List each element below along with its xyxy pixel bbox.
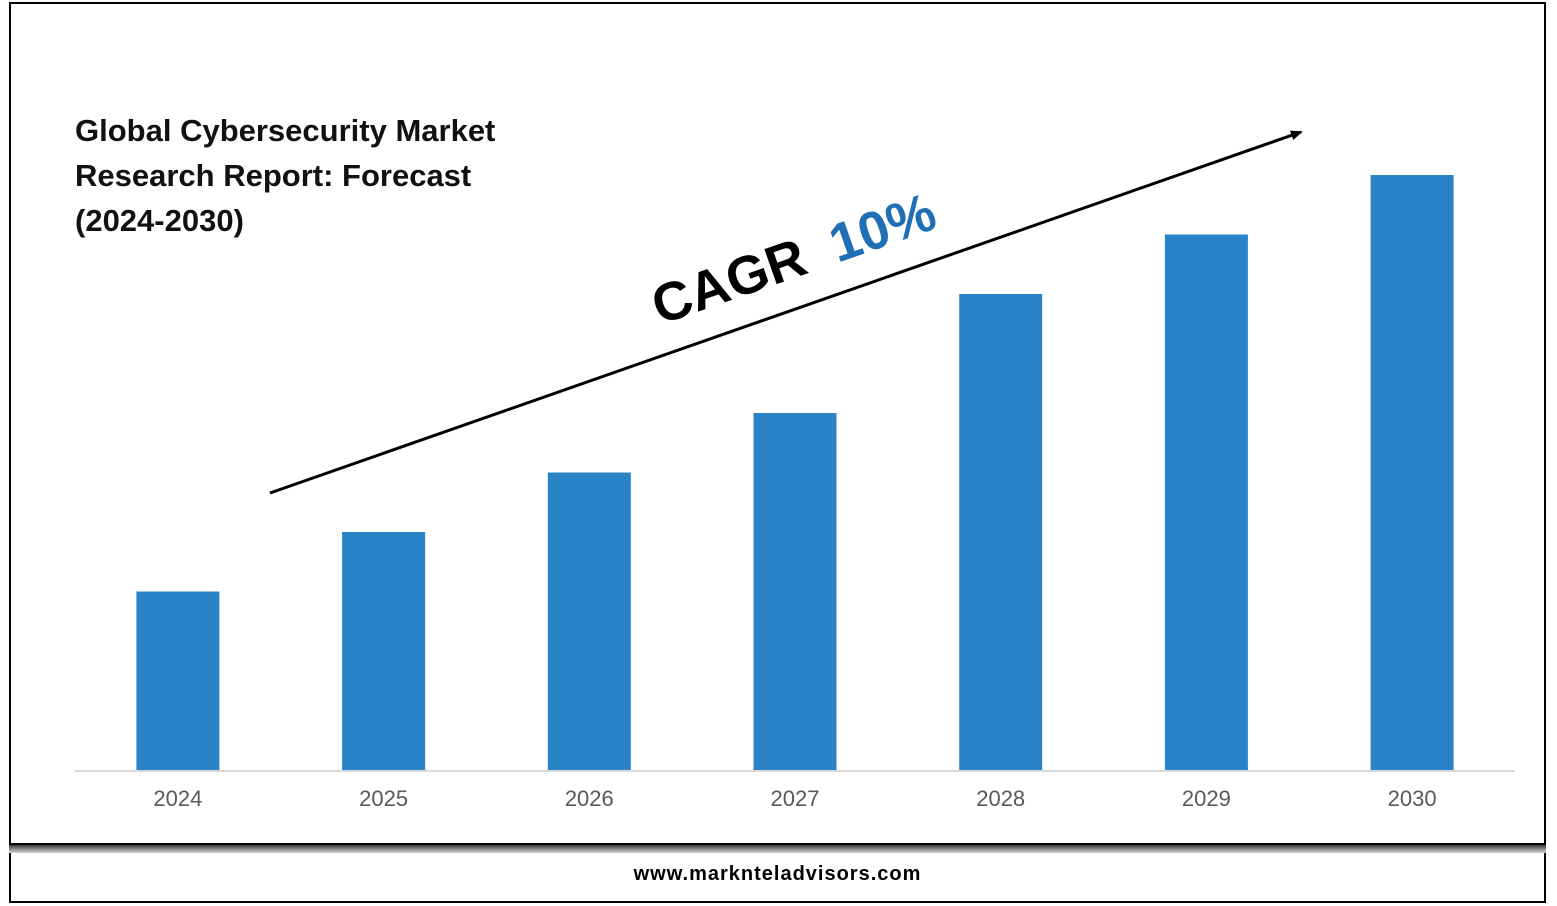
x-tick-label: 2027 [771, 786, 820, 811]
bar-2028 [959, 294, 1043, 770]
x-tick-label: 2026 [565, 786, 614, 811]
cagr-arrow [269, 130, 1303, 495]
cagr-annotation: CAGR 10% [644, 182, 943, 336]
x-tick-label: 2025 [359, 786, 408, 811]
bar-2025 [342, 532, 426, 770]
x-tick-label: 2028 [976, 786, 1025, 811]
bar-2030 [1370, 175, 1454, 770]
footer-url: www.marknteladvisors.com [633, 863, 922, 885]
x-tick-label: 2029 [1182, 786, 1231, 811]
cagr-label: CAGR [644, 227, 814, 336]
footer: www.marknteladvisors.com [9, 853, 1546, 903]
bars-group [136, 175, 1454, 770]
bar-2026 [547, 472, 631, 770]
bar-2029 [1164, 234, 1248, 770]
bar-chart: 2024 2025 2026 2027 2028 2029 2030 CAGR 10% [75, 130, 1515, 811]
chart-title: Global Cybersecurity Market Research Rep… [75, 113, 496, 238]
bar-2024 [136, 591, 220, 770]
x-tick-label: 2030 [1388, 786, 1437, 811]
cagr-value: 10% [822, 182, 944, 274]
x-tick-label: 2024 [153, 786, 202, 811]
footer-divider [9, 845, 1546, 853]
bar-2027 [753, 413, 837, 770]
x-tick-labels: 2024 2025 2026 2027 2028 2029 2030 [153, 786, 1436, 811]
